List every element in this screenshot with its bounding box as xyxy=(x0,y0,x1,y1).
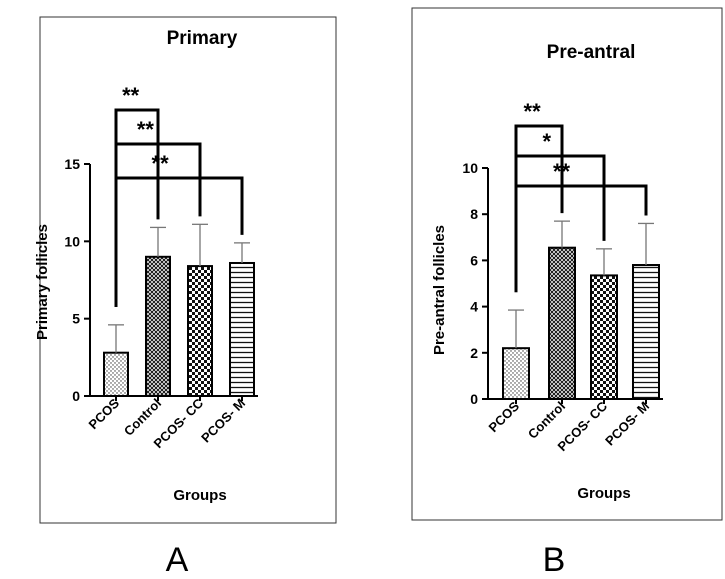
significance-label: ** xyxy=(524,99,542,124)
y-tick-label: 10 xyxy=(462,160,478,176)
significance-bracket xyxy=(514,184,648,293)
bar xyxy=(502,347,530,400)
chart-panel-pre-antral: Pre-antral Pre-antral follicles Groups 0… xyxy=(411,7,723,521)
significance-label: * xyxy=(543,129,552,154)
y-axis-label: Primary follicles xyxy=(34,224,51,340)
x-axis-label: Groups xyxy=(173,487,226,504)
y-tick-label: 4 xyxy=(470,299,478,315)
y-tick-label: 10 xyxy=(64,233,80,249)
chart-title: Pre-antral xyxy=(547,42,636,63)
significance-label: ** xyxy=(122,83,140,108)
significance-label: ** xyxy=(152,151,170,176)
chart-title: Primary xyxy=(167,28,238,49)
chart-panel-primary: Primary Primary follicles Groups 051015P… xyxy=(34,16,337,524)
significance-label: ** xyxy=(137,117,155,142)
panel-letter-a: A xyxy=(166,541,189,579)
bar xyxy=(187,265,213,397)
bar xyxy=(145,255,171,397)
panel-letter-b: B xyxy=(543,541,566,579)
y-tick-label: 8 xyxy=(470,206,478,222)
significance-label: ** xyxy=(553,159,571,184)
bar xyxy=(632,264,660,400)
bar xyxy=(229,261,255,397)
y-axis-label: Pre-antral follicles xyxy=(431,225,448,355)
y-tick-label: 0 xyxy=(470,391,478,407)
significance-bracket xyxy=(114,176,244,307)
x-axis-label: Groups xyxy=(577,485,630,502)
bar xyxy=(590,274,618,401)
y-tick-label: 6 xyxy=(470,252,478,268)
y-tick-label: 5 xyxy=(72,311,80,327)
y-tick-label: 15 xyxy=(64,156,80,172)
bar xyxy=(103,351,129,397)
bar xyxy=(548,246,576,400)
y-tick-label: 0 xyxy=(72,388,80,404)
y-tick-label: 2 xyxy=(470,345,478,361)
